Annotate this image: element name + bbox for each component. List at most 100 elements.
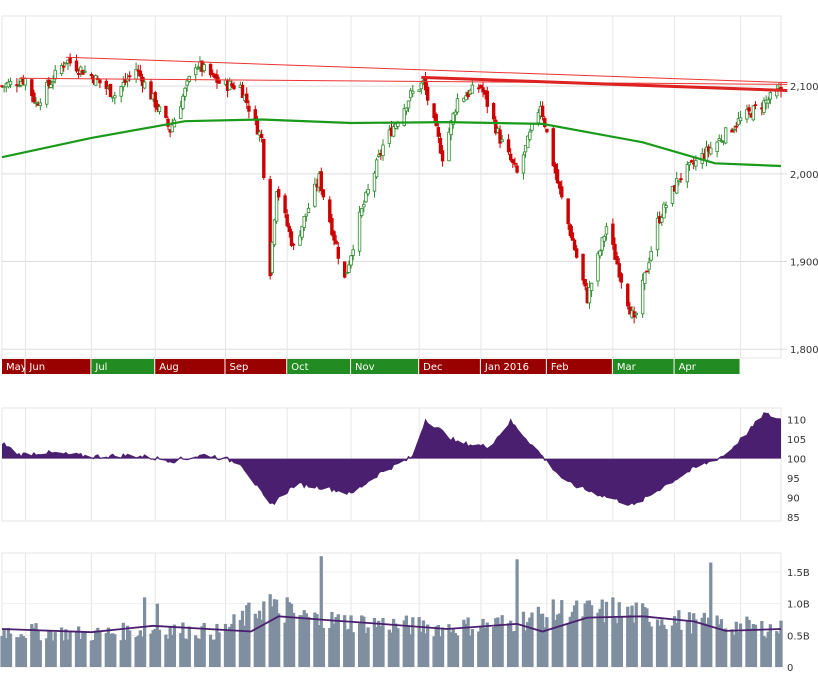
volume-bar	[660, 619, 664, 667]
volume-bar	[96, 627, 100, 667]
resistance-trendline	[65, 56, 788, 84]
candle	[345, 272, 349, 275]
month-label: Jun	[28, 362, 45, 373]
volume-bar	[468, 635, 472, 667]
volume-bar	[304, 613, 308, 667]
volume-bar	[334, 617, 338, 667]
candle	[128, 71, 132, 82]
candle	[655, 211, 660, 257]
volume-bar	[89, 640, 94, 667]
volume-bar	[232, 614, 236, 667]
candle	[709, 141, 713, 156]
month-segment	[287, 359, 351, 374]
candle	[634, 311, 638, 319]
volume-bar	[30, 624, 34, 667]
volume-bar	[238, 619, 243, 667]
candle	[170, 118, 174, 133]
volume-bar	[315, 614, 319, 667]
volume-bar	[540, 613, 545, 667]
volume-bar	[21, 636, 25, 667]
candle	[570, 226, 575, 241]
volume-bar	[617, 602, 621, 667]
candle	[660, 213, 664, 226]
month-label: Jul	[94, 362, 107, 373]
candle	[747, 104, 751, 115]
candle	[438, 132, 443, 155]
volume-bar	[417, 617, 421, 667]
volume-bar	[589, 605, 594, 667]
volume-bar	[611, 597, 615, 667]
candle	[479, 84, 483, 89]
candle	[32, 89, 36, 104]
candle	[551, 125, 555, 167]
volume-bar	[572, 605, 577, 667]
candle	[83, 65, 87, 74]
volume-bar	[351, 632, 355, 667]
volume-bar	[172, 624, 177, 667]
candle	[662, 201, 666, 219]
volume-bar	[396, 628, 400, 667]
candle	[523, 145, 528, 158]
candle	[360, 207, 364, 218]
candle	[560, 180, 564, 200]
month-label: Dec	[423, 362, 442, 373]
volume-bar	[257, 610, 262, 667]
candle	[715, 140, 719, 158]
volume-bar	[8, 633, 13, 667]
volume-bar	[330, 611, 334, 667]
volume-bar	[125, 625, 130, 667]
candle	[762, 97, 766, 115]
candle	[645, 270, 649, 273]
volume-bar	[6, 627, 11, 667]
volume-bar	[179, 633, 183, 667]
volume-bar	[470, 628, 475, 667]
volume-bar	[76, 626, 81, 667]
candle	[687, 161, 692, 171]
candle	[528, 128, 532, 142]
oscillator-plot-frame	[1, 407, 782, 522]
volume-bar	[411, 617, 415, 667]
volume-bar	[360, 615, 364, 667]
candle	[436, 122, 441, 143]
volume-bar	[764, 637, 768, 667]
candle	[89, 72, 94, 80]
volume-bar	[721, 629, 726, 667]
volume-bar	[724, 628, 728, 667]
candle	[304, 213, 309, 222]
volume-bar	[449, 632, 453, 667]
candle	[240, 81, 245, 98]
candle	[477, 83, 481, 93]
volume-bar	[506, 623, 511, 667]
candle	[526, 135, 530, 149]
oscillator-tick-label: 105	[787, 435, 806, 446]
candle	[440, 144, 445, 167]
volume-bar	[19, 634, 23, 667]
candle	[566, 198, 570, 230]
candle	[738, 110, 743, 124]
candle	[506, 134, 511, 155]
volume-bar	[194, 635, 198, 667]
volume-bar	[630, 605, 634, 667]
candle	[581, 253, 585, 285]
volume-bar	[223, 623, 228, 667]
price-tick-label: 1,800	[790, 345, 818, 356]
volume-bar	[285, 597, 289, 667]
volume-bar	[157, 629, 162, 667]
candle	[511, 158, 515, 169]
volume-bar	[641, 603, 645, 667]
candle	[753, 101, 758, 110]
candle	[481, 82, 485, 98]
volume-bar	[615, 623, 619, 667]
candle	[30, 79, 34, 103]
candle	[319, 167, 323, 195]
candle	[719, 134, 724, 143]
volume-bar	[436, 625, 440, 667]
month-label: Feb	[551, 362, 569, 373]
candle	[736, 111, 741, 127]
candle	[104, 78, 108, 96]
volume-bar	[83, 631, 87, 667]
volume-bar	[394, 623, 398, 667]
candle	[494, 116, 498, 136]
volume-bar	[498, 623, 502, 667]
candle	[587, 280, 592, 310]
